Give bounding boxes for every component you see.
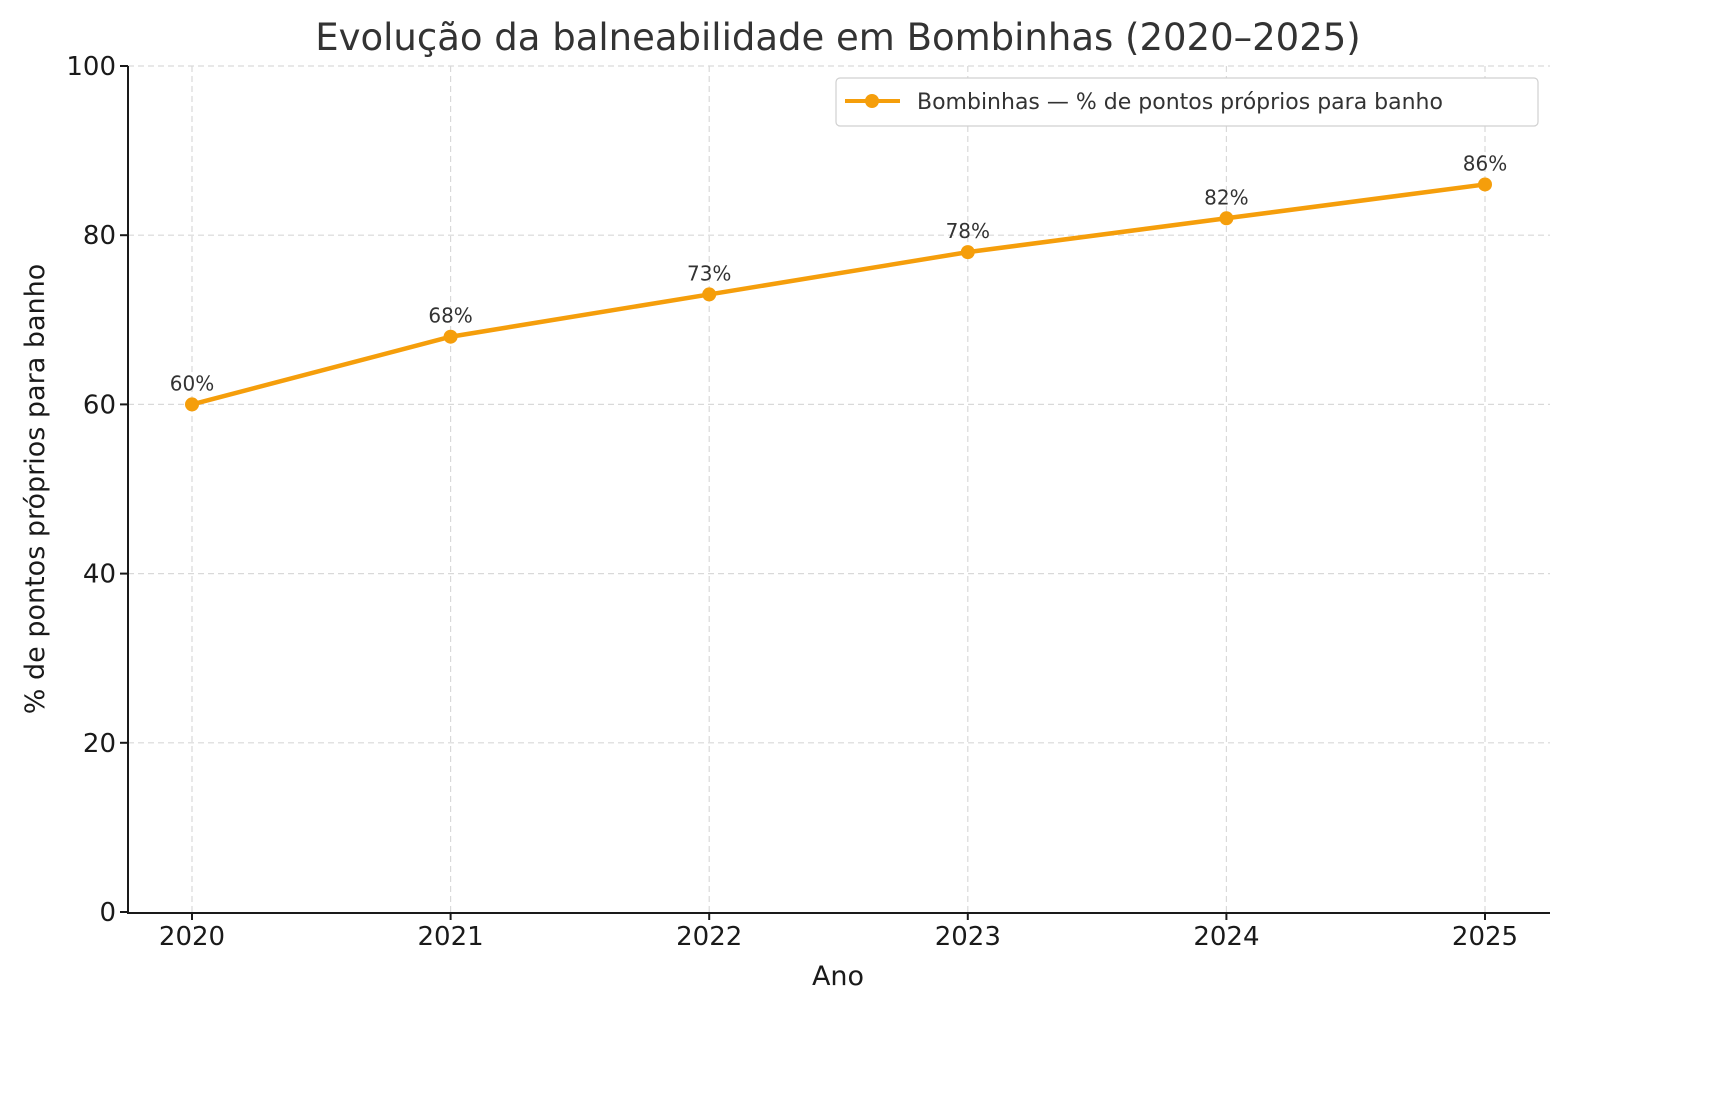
x-axis-label: Ano <box>812 961 864 992</box>
legend-label: Bombinhas — % de pontos próprios para ba… <box>917 90 1443 115</box>
y-tick-label: 60 <box>83 390 116 420</box>
data-point-marker <box>443 329 458 344</box>
x-tick-label: 2022 <box>676 922 742 952</box>
data-point-label: 60% <box>170 371 214 395</box>
x-tick-label: 2024 <box>1193 922 1259 952</box>
legend: Bombinhas — % de pontos próprios para ba… <box>835 77 1539 127</box>
data-point-label: 68% <box>428 304 472 328</box>
y-axis-label: % de pontos próprios para banho <box>20 264 51 715</box>
grid-lines <box>128 65 1550 912</box>
y-tick-label: 0 <box>99 898 116 928</box>
x-tick-label: 2025 <box>1452 922 1518 952</box>
data-point-label: 86% <box>1463 151 1507 175</box>
y-axis-ticks: 0 20 40 60 80 100 <box>66 52 128 928</box>
y-tick-label: 100 <box>66 52 116 82</box>
series-line <box>189 182 1488 407</box>
y-tick-label: 40 <box>83 560 116 590</box>
data-series: 60% 68% 73% 78% 82% 86% <box>170 151 1507 412</box>
data-point-marker <box>185 397 199 412</box>
x-tick-label: 2021 <box>418 922 484 952</box>
legend-box <box>835 77 1539 127</box>
x-tick-label: 2023 <box>935 922 1001 952</box>
data-point-marker <box>960 245 975 260</box>
x-tick-label: 2020 <box>159 922 225 952</box>
x-axis-ticks: 2020 2021 2022 2023 2024 2025 <box>159 912 1518 952</box>
y-tick-label: 20 <box>83 729 116 759</box>
data-point-label: 78% <box>946 219 990 243</box>
data-point-label: 82% <box>1204 185 1248 209</box>
data-point-marker <box>1219 211 1234 226</box>
data-point-label: 73% <box>687 261 731 285</box>
legend-marker-icon <box>865 94 879 108</box>
data-point-marker <box>702 287 717 302</box>
chart-title: Evolução da balneabilidade em Bombinhas … <box>315 16 1361 59</box>
y-tick-label: 80 <box>83 221 116 251</box>
data-point-marker <box>1478 177 1492 192</box>
